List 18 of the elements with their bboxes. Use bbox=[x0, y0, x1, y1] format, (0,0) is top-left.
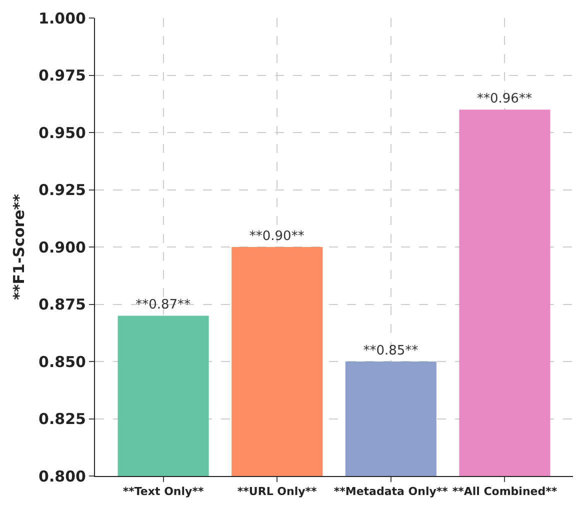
y-tick-label: 0.825 bbox=[38, 410, 86, 428]
y-tick-label: 0.975 bbox=[38, 66, 86, 84]
data-label: **0.85** bbox=[363, 344, 419, 358]
data-label: **0.87** bbox=[136, 298, 192, 313]
y-tick-label: 0.800 bbox=[38, 467, 86, 486]
y-tick-label: 0.950 bbox=[38, 124, 86, 142]
y-tick-label: 0.900 bbox=[38, 238, 86, 256]
x-tick-label: **Metadata Only** bbox=[334, 485, 448, 498]
x-tick-label: **URL Only** bbox=[237, 485, 318, 498]
y-axis-title: **F1-Score** bbox=[10, 194, 28, 300]
x-tick-label: **All Combined** bbox=[452, 485, 558, 498]
y-tick-label: 1.000 bbox=[38, 9, 86, 28]
x-tick-label: **Text Only** bbox=[122, 485, 204, 498]
y-tick-label: 0.850 bbox=[38, 352, 86, 371]
data-label: **0.90** bbox=[249, 229, 305, 244]
y-tick-label: 0.925 bbox=[38, 181, 86, 199]
data-label: **0.96** bbox=[476, 92, 532, 107]
y-tick-label: 0.875 bbox=[38, 296, 86, 314]
